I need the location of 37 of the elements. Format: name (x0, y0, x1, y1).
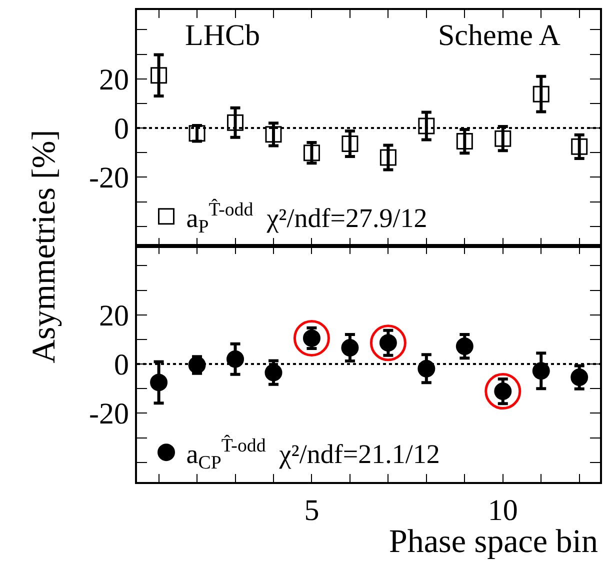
point (293, 320, 330, 356)
point (227, 114, 244, 131)
point (342, 135, 358, 152)
point (532, 362, 550, 380)
point (456, 338, 474, 356)
point (370, 324, 406, 362)
point (570, 368, 588, 386)
legend-label: a$_{P}$$^{T̂-odd}$ χ²/ndf=27.9/12 (186, 198, 428, 238)
x-axis-title: Phase space bin (389, 524, 598, 560)
point (264, 364, 282, 382)
point (380, 149, 396, 166)
annotation: Scheme A (438, 19, 561, 52)
point (341, 339, 359, 357)
y-tick-label: 20 (99, 63, 129, 96)
y-tick-label: -20 (89, 162, 129, 195)
point (226, 350, 244, 368)
point (494, 130, 512, 147)
y-tick-label: -20 (89, 398, 129, 431)
point (532, 86, 550, 102)
point (571, 138, 588, 155)
point (303, 144, 320, 162)
y-axis-title: Asymmetries [%] (26, 130, 62, 364)
point (484, 373, 522, 410)
x-tick-label: 5 (304, 494, 320, 527)
y-tick-label: 20 (99, 299, 129, 332)
x-tick-label: 10 (488, 494, 518, 527)
annotation: LHCb (185, 19, 260, 52)
point (188, 356, 206, 374)
point (150, 67, 168, 84)
y-tick-label: 0 (114, 348, 129, 382)
legend-label: a$_{CP}$$^{T̂-odd}$ χ²/ndf=21.1/12 (186, 434, 440, 474)
point (418, 118, 435, 134)
point (265, 126, 282, 143)
point (150, 374, 168, 392)
point (456, 133, 473, 150)
y-tick-label: 0 (114, 112, 129, 146)
point (418, 360, 436, 378)
